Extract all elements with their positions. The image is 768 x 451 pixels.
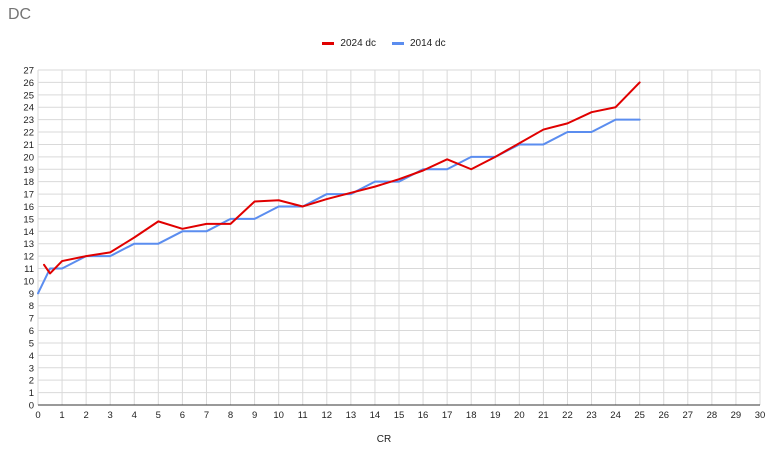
x-tick-label: 22 <box>562 410 573 421</box>
x-tick-label: 5 <box>156 410 161 421</box>
x-tick-label: 19 <box>490 410 501 421</box>
legend: 2024 dc 2014 dc <box>0 38 768 49</box>
y-tick-label: 5 <box>29 338 34 349</box>
chart-title: DC <box>8 6 32 23</box>
x-tick-label: 11 <box>298 410 308 421</box>
y-tick-label: 16 <box>23 202 34 213</box>
y-tick-label: 8 <box>29 301 34 312</box>
x-tick-label: 23 <box>586 410 597 421</box>
x-tick-label: 16 <box>418 410 429 421</box>
x-tick-label: 9 <box>252 410 257 421</box>
legend-item-2014[interactable]: 2014 dc <box>392 38 446 49</box>
x-tick-label: 21 <box>538 410 549 421</box>
x-tick-label: 13 <box>346 410 357 421</box>
y-tick-label: 21 <box>23 140 34 151</box>
x-tick-label: 12 <box>322 410 333 421</box>
x-tick-label: 25 <box>634 410 645 421</box>
y-tick-label: 27 <box>23 66 34 77</box>
y-tick-label: 26 <box>23 78 34 89</box>
y-tick-label: 24 <box>23 103 34 114</box>
x-tick-label: 14 <box>370 410 381 421</box>
legend-label-2014: 2014 dc <box>410 38 446 49</box>
y-tick-label: 12 <box>23 252 34 263</box>
legend-item-2024[interactable]: 2024 dc <box>322 38 376 49</box>
y-tick-label: 20 <box>23 152 34 163</box>
x-tick-label: 30 <box>755 410 766 421</box>
y-tick-label: 15 <box>23 214 34 225</box>
y-tick-label: 25 <box>23 90 34 101</box>
x-tick-label: 6 <box>180 410 185 421</box>
y-tick-label: 9 <box>29 289 34 300</box>
x-tick-label: 20 <box>514 410 525 421</box>
x-tick-label: 18 <box>466 410 477 421</box>
y-tick-label: 1 <box>29 388 34 399</box>
x-tick-label: 3 <box>108 410 113 421</box>
x-tick-label: 1 <box>59 410 64 421</box>
legend-swatch-2024 <box>322 42 335 45</box>
y-tick-label: 11 <box>24 264 34 275</box>
y-tick-label: 2 <box>29 376 34 387</box>
y-tick-label: 14 <box>23 227 34 238</box>
y-tick-label: 17 <box>23 190 34 201</box>
legend-swatch-2014 <box>392 42 404 45</box>
y-tick-label: 19 <box>23 165 34 176</box>
y-tick-label: 7 <box>29 314 34 325</box>
x-tick-label: 29 <box>731 410 742 421</box>
y-tick-label: 13 <box>23 239 34 250</box>
x-axis-title: CR <box>376 434 392 445</box>
x-tick-label: 17 <box>442 410 453 421</box>
x-tick-label: 27 <box>683 410 694 421</box>
x-tick-label: 7 <box>204 410 209 421</box>
x-tick-label: 4 <box>132 410 137 421</box>
x-tick-label: 10 <box>273 410 284 421</box>
y-tick-label: 0 <box>29 401 34 412</box>
x-tick-label: 24 <box>610 410 621 421</box>
x-tick-label: 26 <box>658 410 669 421</box>
x-tick-label: 28 <box>707 410 718 421</box>
x-tick-label: 15 <box>394 410 405 421</box>
x-tick-label: 2 <box>83 410 88 421</box>
x-tick-label: 0 <box>35 410 40 421</box>
y-tick-label: 6 <box>29 326 34 337</box>
y-tick-label: 4 <box>29 351 34 362</box>
legend-label-2024: 2024 dc <box>340 38 376 49</box>
y-tick-label: 23 <box>23 115 34 126</box>
y-tick-label: 18 <box>23 177 34 188</box>
series-line-2024 <box>43 81 641 275</box>
x-tick-label: 8 <box>228 410 233 421</box>
y-tick-label: 22 <box>23 128 34 139</box>
y-tick-label: 3 <box>29 363 34 374</box>
y-tick-label: 10 <box>23 276 34 287</box>
